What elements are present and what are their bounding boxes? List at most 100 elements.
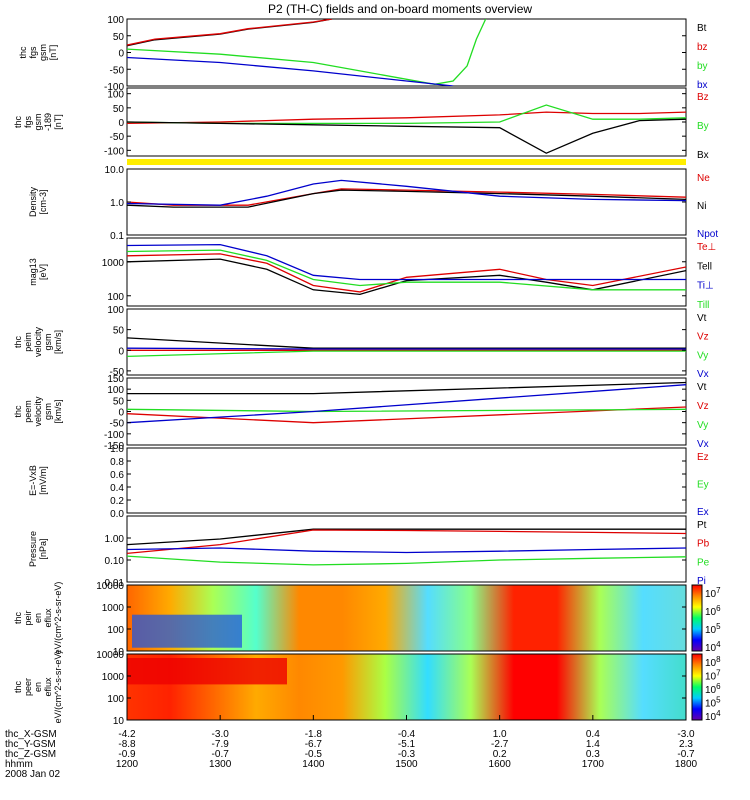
y-tick-label: -100 [104, 146, 124, 157]
panel-2: Bz By Bx 100 50 0 -50 -100 thc fgs gsm -189 [nT] [13, 87, 709, 161]
y-tick-label: 1000 [102, 672, 125, 683]
legend-Npot: Npot [697, 229, 718, 240]
axis-row-value: -0.3 [398, 749, 416, 760]
status-bar [127, 159, 686, 165]
axis-row-value: 1.4 [586, 739, 600, 750]
y-tick-label: 100 [107, 292, 124, 303]
y-label-line: eflux [43, 677, 53, 697]
legend-Bx: Bx [697, 150, 709, 161]
y-axis-label: thc peem velocity gsm [km/s] [13, 396, 63, 427]
y-axis-label: thc peer en eflux eV/(cm^2-s-sr-eV) [13, 651, 63, 724]
axis-date: 2008 Jan 02 [5, 769, 60, 780]
series-Vy [127, 350, 686, 358]
y-tick-label: -50 [110, 65, 125, 76]
y-label-line: gsm [43, 403, 53, 420]
y-label-line: en [33, 613, 43, 623]
y-label-line: thc [13, 612, 23, 625]
y-tick-label: 0.1 [110, 231, 124, 242]
legend-Bz: Bz [697, 92, 709, 103]
axis-row-value: 1700 [582, 759, 605, 770]
y-tick-label: 0 [118, 49, 124, 60]
legend-Till: Till [697, 300, 709, 311]
y-tick-label: 0.6 [110, 470, 124, 481]
colorbar-label: 105 [705, 696, 721, 710]
y-tick-label: 100 [107, 694, 124, 705]
axis-row-label: thc_X-GSM [5, 729, 57, 740]
panel-4: Te⊥ Tell Ti⊥ Till 1000 100 mag13 [eV] [28, 237, 716, 311]
legend-Tell: Tell [697, 261, 712, 272]
figure-title: P2 (TH-C) fields and on-board moments ov… [268, 2, 532, 16]
y-tick-label: 10.0 [105, 165, 125, 176]
y-label-line: gsm [33, 113, 43, 130]
axis-row-value: -4.2 [118, 729, 136, 740]
y-tick-label: 100 [107, 385, 124, 396]
series-Bx [127, 118, 686, 154]
panel-frame [126, 237, 687, 307]
y-tick-label: -50 [110, 419, 125, 430]
y-tick-label: 0.8 [110, 457, 124, 468]
y-tick-label: 100 [107, 625, 124, 636]
heatmap-low-region [132, 614, 242, 648]
series-Te⊥ [127, 253, 686, 293]
y-label-line: peem [23, 400, 33, 423]
y-label-line: E=-VxB [28, 465, 38, 496]
y-label-line: peer [23, 678, 33, 696]
heatmap-high-region [127, 658, 287, 685]
colorbar-label: 106 [705, 604, 721, 618]
legend-By: By [697, 121, 709, 132]
panel-8: Pt Pb Pe Pi 1.00 0.10 0.01 Pressure [nPa] [28, 515, 710, 589]
y-label-line: [nT] [48, 45, 58, 61]
series-Tell [127, 258, 686, 296]
y-axis-label: thc peir en eflux eV/(cm^2-s-sr-eV) [13, 582, 63, 655]
axis-row-value: 1800 [675, 759, 698, 770]
legend-Vx: Vx [697, 369, 709, 380]
axis-row-value: -6.7 [305, 739, 323, 750]
legend-Ey: Ey [697, 480, 709, 491]
y-tick-label: 0 [118, 408, 124, 419]
legend-Vt: Vt [697, 313, 707, 324]
y-label-line: velocity [33, 326, 43, 357]
legend-Pi: Pi [697, 576, 706, 587]
y-tick-label: 1.0 [110, 444, 124, 455]
colorbar-label: 105 [705, 622, 721, 636]
legend-by: by [697, 61, 708, 72]
series-Pi [127, 547, 686, 554]
y-label-line: [nT] [53, 114, 63, 130]
y-axis-label: Pressure [nPa] [28, 531, 48, 567]
y-label-line: [nPa] [38, 538, 48, 559]
colorbar-label: 107 [705, 586, 721, 600]
y-label-line: thc [13, 405, 23, 418]
axis-row-value: -0.4 [398, 729, 416, 740]
series-bz [127, 19, 333, 46]
series-Vz [127, 406, 686, 424]
y-tick-label: 10000 [96, 650, 124, 661]
colorbar-label: 104 [705, 640, 721, 654]
legend-Ex: Ex [697, 507, 709, 518]
y-axis-label: thc fgs gsm [nT] [18, 44, 58, 61]
y-tick-label: 50 [113, 104, 125, 115]
y-tick-label: 0.0 [110, 509, 124, 520]
panel-frame [126, 447, 687, 514]
panel-1: Bt bz by bx 100 50 0 -50 -100 thc fgs gsm [nT] [18, 15, 708, 93]
y-tick-label: -100 [104, 430, 124, 441]
axis-row-value: -0.9 [118, 749, 136, 760]
axis-row-value: 0.2 [493, 749, 507, 760]
axis-row-value: 1600 [489, 759, 512, 770]
y-tick-label: 1000 [102, 258, 125, 269]
bottom-axis: thc_X-GSM -4.2 -3.0 -1.8 -0.4 1.0 0.4 -3.0 thc_Y… [5, 715, 698, 780]
y-tick-label: -50 [110, 132, 125, 143]
series-Pt [127, 528, 686, 546]
y-label-line: [km/s] [53, 400, 63, 424]
y-label-line: thc [18, 46, 28, 59]
axis-row-value: -2.7 [491, 739, 509, 750]
axis-row-value: -8.8 [118, 739, 136, 750]
y-tick-label: 0.10 [105, 556, 125, 567]
y-label-line: thc [13, 116, 23, 129]
legend-Vz: Vz [697, 401, 709, 412]
y-tick-label: 100 [107, 90, 124, 101]
legend-bz: bz [697, 42, 708, 53]
y-tick-label: 0 [118, 346, 124, 357]
